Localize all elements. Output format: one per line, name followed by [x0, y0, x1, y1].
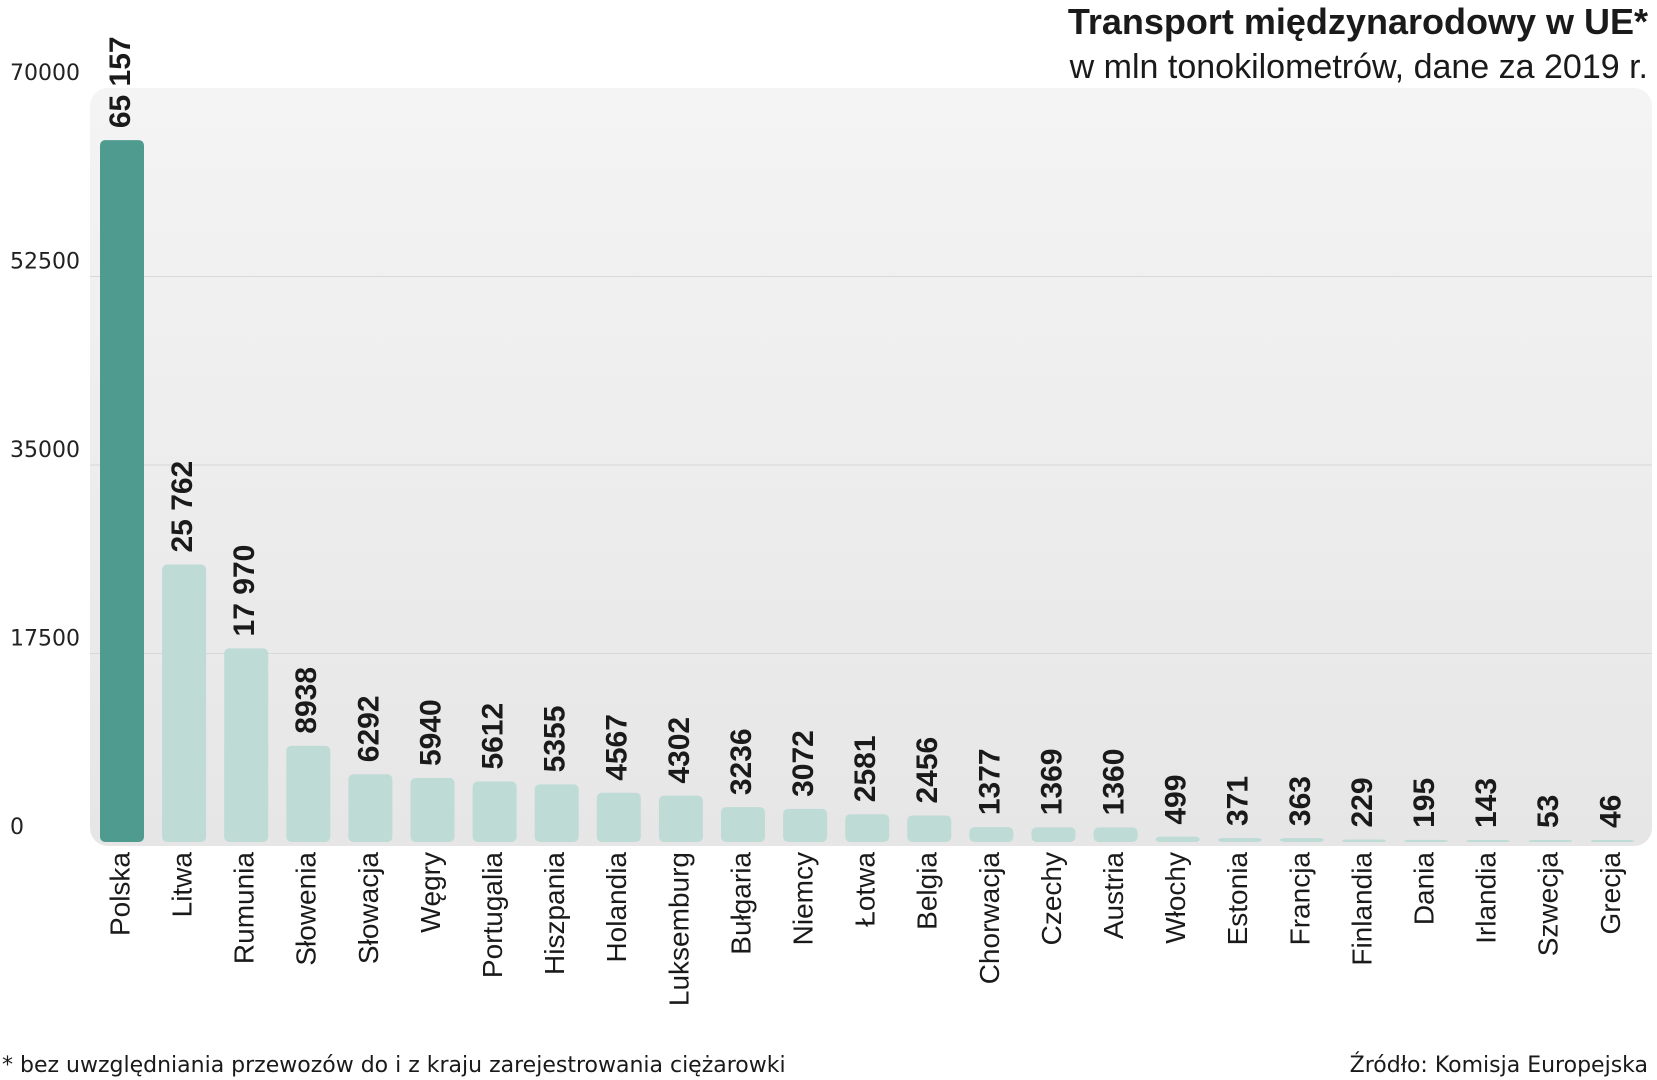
x-axis: Polska Litwa Rumunia Słowenia Słowacja Węgry P…	[104, 852, 1625, 1007]
bar-grecja	[1590, 840, 1635, 842]
chart-title: Transport międzynarodowy w UE*	[1068, 1, 1648, 42]
bar-czechy	[1031, 827, 1076, 842]
value-label: 2456	[911, 737, 944, 804]
footnote: * bez uwzględniania przewozów do i z kra…	[2, 1053, 786, 1078]
value-label: 363	[1284, 776, 1317, 826]
x-tick-label: Niemcy	[787, 852, 818, 945]
bar-estonia	[1217, 838, 1262, 842]
bar-słowenia	[286, 745, 331, 842]
x-tick-label: Irlandia	[1471, 852, 1502, 944]
x-tick-label: Słowenia	[291, 852, 322, 966]
value-label: 8938	[290, 667, 323, 734]
x-tick-label: Rumunia	[229, 852, 260, 964]
bar-austria	[1093, 827, 1138, 842]
x-tick-label: Portugalia	[477, 852, 508, 979]
x-tick-label: Francja	[1284, 852, 1315, 946]
y-tick-label: 70000	[10, 61, 80, 86]
bar-chorwacja	[969, 827, 1014, 842]
y-tick-label: 35000	[10, 438, 80, 463]
x-tick-label: Litwa	[166, 852, 197, 918]
value-label: 499	[1160, 775, 1193, 825]
bar-finlandia	[1342, 839, 1386, 842]
bar-holandia	[596, 792, 641, 842]
x-tick-label: Polska	[104, 852, 135, 936]
value-label: 1377	[973, 748, 1006, 815]
value-label: 5612	[477, 703, 510, 770]
bar-portugalia	[472, 781, 517, 842]
y-axis: 0 17500 35000 52500 70000	[10, 61, 80, 840]
bar-belgia	[907, 815, 952, 842]
x-tick-label: Estonia	[1222, 852, 1253, 946]
x-tick-label: Hiszpania	[539, 852, 570, 975]
plot-panel	[90, 88, 1652, 846]
value-label: 1360	[1098, 749, 1131, 816]
bar-niemcy	[783, 808, 828, 842]
value-label: 65 157	[104, 36, 137, 128]
x-tick-label: Czechy	[1036, 852, 1067, 945]
bar-litwa	[162, 564, 207, 842]
bar-polska	[100, 140, 144, 843]
bar-hiszpania	[534, 784, 579, 842]
value-label: 143	[1470, 778, 1503, 828]
value-label: 3072	[787, 730, 820, 797]
bars	[100, 140, 1635, 843]
y-tick-label: 17500	[10, 627, 80, 652]
x-tick-label: Łotwa	[850, 852, 881, 927]
bar-francja	[1279, 838, 1324, 842]
x-tick-label: Finlandia	[1346, 852, 1377, 966]
x-tick-label: Słowacja	[353, 852, 384, 964]
value-label: 5940	[414, 699, 447, 766]
bar-luksemburg	[658, 795, 703, 842]
value-label: 25 762	[166, 461, 199, 553]
x-tick-label: Bułgaria	[725, 852, 756, 955]
value-label: 195	[1408, 778, 1441, 828]
bar-słowacja	[348, 774, 393, 842]
x-tick-label: Belgia	[912, 852, 943, 930]
value-label: 53	[1532, 795, 1565, 828]
x-tick-label: Włochy	[1160, 852, 1191, 944]
x-tick-label: Austria	[1098, 852, 1129, 940]
value-label: 229	[1346, 777, 1379, 827]
x-tick-label: Holandia	[601, 852, 632, 963]
value-label: 5355	[539, 706, 572, 773]
value-label: 371	[1222, 776, 1255, 826]
bar-łotwa	[845, 814, 890, 842]
x-tick-label: Grecja	[1595, 852, 1626, 935]
bar-włochy	[1155, 836, 1200, 842]
value-label: 1369	[1035, 749, 1068, 816]
bar-irlandia	[1466, 840, 1511, 842]
value-label: 6292	[352, 695, 385, 762]
value-label: 4567	[601, 714, 634, 781]
y-tick-label: 0	[10, 815, 24, 840]
value-label: 3236	[725, 728, 758, 795]
bar-szwecja	[1528, 840, 1573, 842]
x-tick-label: Węgry	[415, 852, 446, 933]
y-tick-label: 52500	[10, 250, 80, 275]
x-tick-label: Szwecja	[1533, 852, 1564, 957]
bar-węgry	[410, 778, 455, 842]
chart-subtitle: w mln tonokilometrów, dane za 2019 r.	[1069, 48, 1648, 86]
x-tick-label: Dania	[1408, 852, 1439, 926]
source-note: Źródło: Komisja Europejska	[1350, 1052, 1648, 1078]
bar-dania	[1404, 839, 1449, 842]
gridlines	[90, 276, 1652, 654]
x-tick-label: Luksemburg	[663, 852, 694, 1006]
value-label: 17 970	[228, 545, 261, 637]
bar-rumunia	[224, 648, 269, 842]
bar-bułgaria	[721, 807, 765, 842]
value-labels: 65 157 25 762 17 970 8938 6292 5940 5612 5355 45…	[104, 36, 1627, 828]
value-label: 46	[1594, 795, 1627, 828]
value-label: 2581	[849, 735, 882, 802]
value-label: 4302	[663, 717, 696, 784]
x-tick-label: Chorwacja	[974, 852, 1005, 985]
